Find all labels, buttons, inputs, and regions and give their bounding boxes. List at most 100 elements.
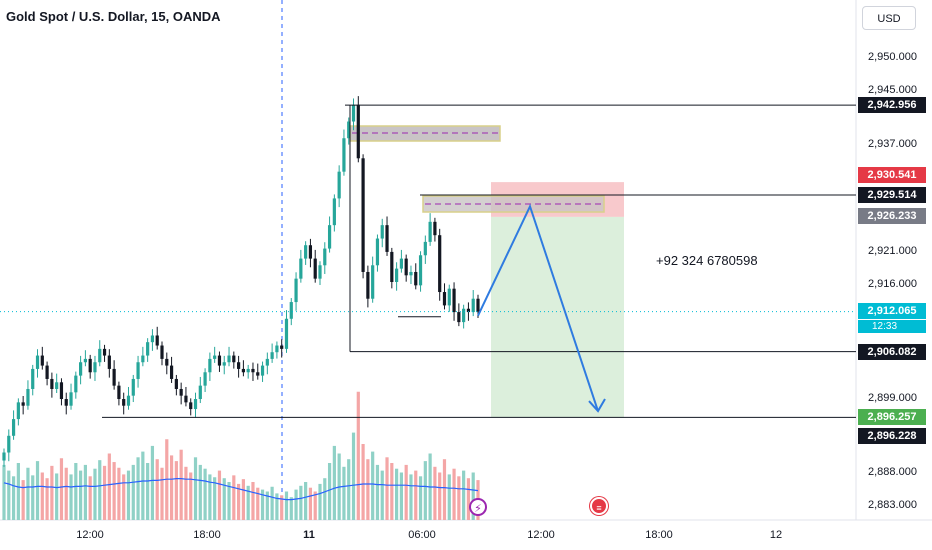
us-flag-icon[interactable]: ≡ <box>590 497 608 515</box>
volume-bar <box>241 479 245 520</box>
volume-bar <box>88 476 92 520</box>
candle-body <box>433 221 437 236</box>
volume-bar <box>31 475 35 520</box>
candle-body <box>98 348 102 363</box>
candle-body <box>21 402 25 406</box>
take-profit-zone <box>491 216 624 418</box>
candle-body <box>476 298 480 312</box>
candle-body <box>169 365 174 379</box>
volume-moving-average <box>3 478 479 501</box>
candle-body <box>327 225 332 249</box>
candle-body <box>452 288 456 313</box>
candle-body <box>395 268 399 282</box>
candle-body <box>390 251 394 282</box>
volume-bar <box>265 491 269 520</box>
price-tag: 2,929.514 <box>858 187 926 203</box>
candle-body <box>107 355 111 369</box>
volume-bar <box>414 470 418 520</box>
volume-bar <box>385 457 389 520</box>
candle-body <box>337 171 341 199</box>
candle-body <box>11 419 16 436</box>
volume-bar <box>217 470 222 520</box>
candle-body <box>64 399 68 406</box>
volume-bar <box>347 459 351 520</box>
currency-button[interactable]: USD <box>862 6 916 30</box>
y-tick-label: 2,950.000 <box>868 51 917 63</box>
volume-bar <box>131 464 135 520</box>
candle-body <box>74 375 78 393</box>
candle-body <box>380 225 384 239</box>
volume-bar <box>74 463 78 520</box>
candle-body <box>222 362 226 366</box>
candle-body <box>256 372 260 376</box>
volume-bar <box>141 451 145 520</box>
volume-bar <box>122 474 126 520</box>
candle-body <box>174 378 178 389</box>
projection-arrow <box>477 203 599 412</box>
volume-bar <box>313 491 317 520</box>
y-tick-label: 2,921.000 <box>868 244 917 257</box>
candle-body <box>313 258 317 279</box>
candle-body <box>260 365 265 376</box>
volume-bar <box>193 457 198 520</box>
candle-body <box>438 235 442 293</box>
candle-body <box>375 238 380 266</box>
candle-body <box>361 158 365 272</box>
candle-body <box>117 385 121 400</box>
candle-body <box>351 104 356 122</box>
volume-bar <box>126 470 131 520</box>
volume-bar <box>237 483 241 520</box>
candle-body <box>88 358 92 373</box>
volume-bar <box>404 464 408 520</box>
phone-annotation: +92 324 6780598 <box>656 253 758 268</box>
candle-body <box>131 378 135 396</box>
candle-body <box>26 388 30 406</box>
candle-body <box>203 372 207 386</box>
volume-bar <box>270 486 274 520</box>
candle-body <box>466 308 471 313</box>
volume-bar <box>308 487 313 520</box>
candle-body <box>141 355 145 363</box>
volume-bar <box>213 477 217 520</box>
candle-body <box>289 302 293 319</box>
volume-bar <box>342 466 346 520</box>
candle-body <box>294 278 298 303</box>
candle-body <box>79 362 83 376</box>
volume-bar <box>280 495 284 520</box>
candle-body <box>7 435 11 453</box>
volume-bar <box>409 474 413 520</box>
candle-body <box>136 362 140 379</box>
price-tag: 2,896.228 <box>858 428 926 444</box>
candle-body <box>31 368 35 389</box>
volume-bar <box>184 466 188 520</box>
candle-body <box>179 388 183 396</box>
volume-bar <box>294 489 298 520</box>
volume-bar <box>107 453 111 520</box>
candle-body <box>102 348 107 356</box>
volume-bar <box>189 472 193 520</box>
volume-bar <box>208 474 212 520</box>
x-tick-label: 06:00 <box>408 529 436 541</box>
candle-body <box>50 378 54 389</box>
candle-body <box>59 382 64 400</box>
candle-body <box>189 402 193 410</box>
volume-bar <box>2 464 6 520</box>
lightning-icon[interactable]: ⚡ <box>469 498 487 516</box>
price-tag: 2,930.541 <box>858 167 926 183</box>
price-tag: 2,942.956 <box>858 97 926 113</box>
x-tick-label: 18:00 <box>193 529 221 541</box>
candle-body <box>16 402 20 420</box>
volume-bar <box>35 461 40 520</box>
volume-bar <box>59 458 64 520</box>
volume-bar <box>323 478 327 520</box>
candle-body <box>40 355 44 366</box>
candle-body <box>232 355 236 363</box>
price-tag: 2,912.065 <box>858 303 926 319</box>
x-tick-label: 12:00 <box>527 529 555 541</box>
volume-bar <box>50 465 54 520</box>
volume-bar <box>102 465 107 520</box>
volume-bar <box>447 474 451 520</box>
x-tick-label: 12 <box>769 529 783 541</box>
volume-bar <box>69 474 73 520</box>
